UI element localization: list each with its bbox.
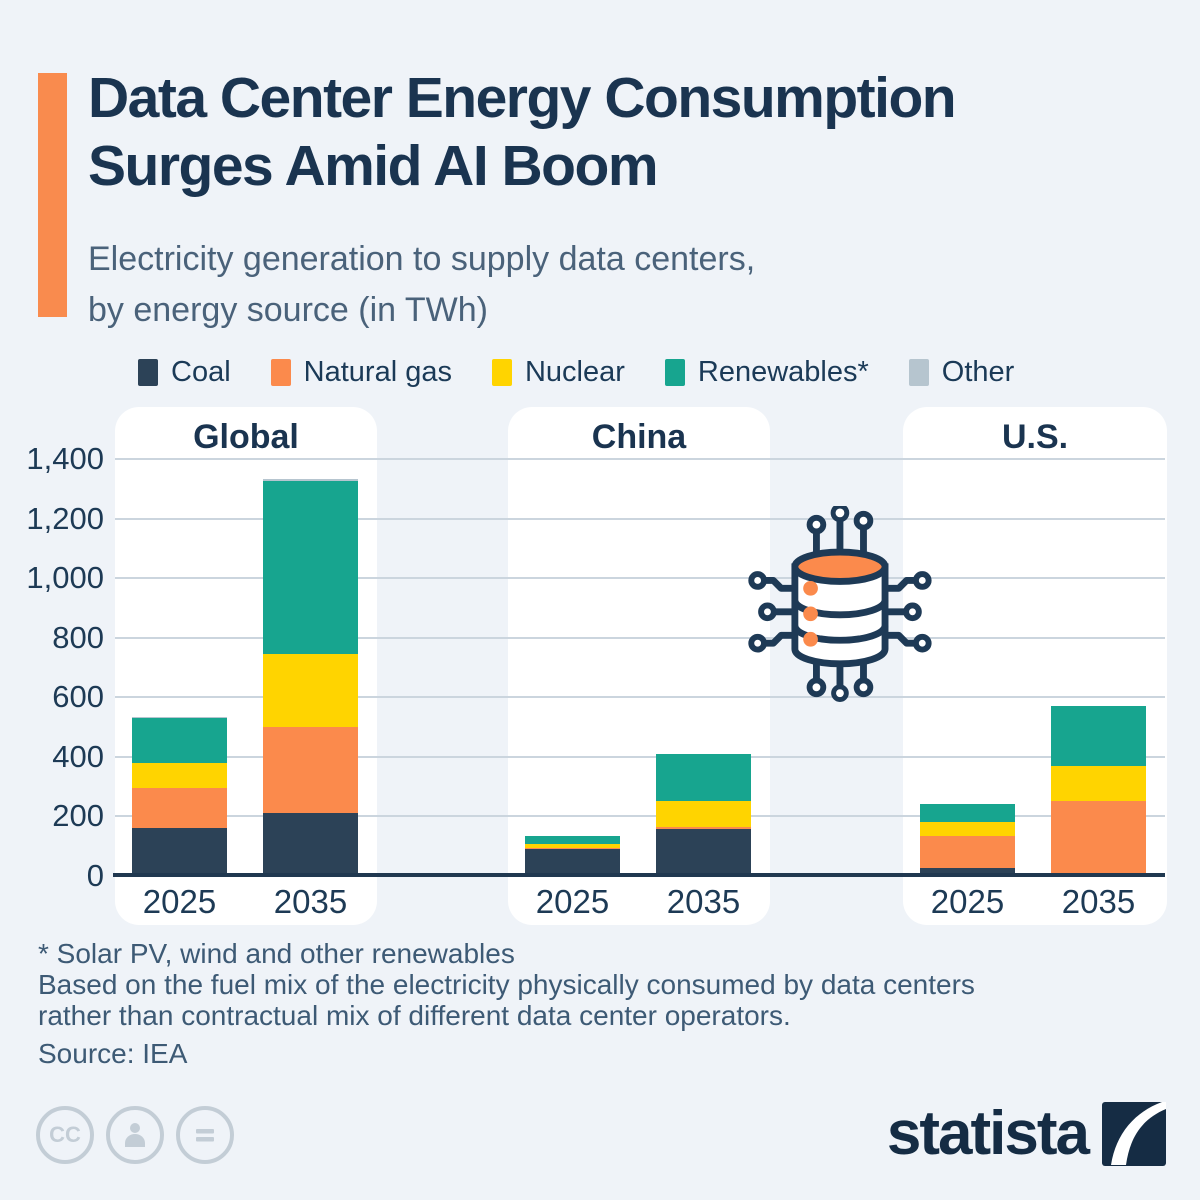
data-center-icon [748, 506, 932, 702]
bar-segment-coal [132, 828, 227, 876]
x-axis-line [113, 873, 1165, 877]
bar-segment-natural-gas [132, 788, 227, 828]
bar-segment-natural-gas [263, 727, 358, 813]
legend-item-renewables: Renewables* [664, 356, 869, 389]
bar-segment-renewables [656, 754, 751, 801]
legend-item-natural-gas: Natural gas [270, 356, 452, 389]
bar-segment-nuclear [525, 844, 620, 848]
bar-segment-other [132, 717, 227, 718]
person-icon [125, 1123, 145, 1147]
page-subtitle: Electricity generation to supply data ce… [88, 234, 1088, 336]
legend-label-renewables: Renewables* [697, 356, 869, 388]
legend-swatch-renewables [664, 359, 685, 386]
plot-gridline [115, 696, 1165, 698]
y-axis-tick-label: 0 [86, 858, 104, 893]
bar-segment-coal [656, 829, 751, 876]
legend-label-other: Other [941, 356, 1015, 388]
bar-segment-nuclear [1051, 766, 1146, 801]
bar-segment-natural-gas [656, 827, 751, 829]
statista-wordmark: statista [886, 1099, 1090, 1168]
footnote-line-1: * Solar PV, wind and other renewables [38, 938, 515, 969]
cc-license-icon: CC [36, 1106, 94, 1164]
plot-gridline [115, 815, 1165, 817]
bar-segment-renewables [525, 836, 620, 844]
bar-segment-nuclear [656, 801, 751, 827]
x-axis-tick-label: 2025 [535, 883, 610, 920]
legend-swatch-coal [138, 359, 158, 386]
subtitle-line-2: by energy source (in TWh) [88, 291, 488, 329]
bar-segment-nuclear [263, 654, 358, 727]
plot-gridline [115, 518, 1165, 520]
legend-item-coal: Coal [138, 356, 231, 389]
source-label: Source: IEA [38, 1038, 188, 1069]
plot-gridline [115, 577, 1165, 579]
x-axis-tick-label: 2025 [930, 883, 1005, 920]
y-axis-tick-label: 1,000 [26, 560, 104, 595]
title-accent-bar [38, 73, 67, 317]
footnote-line-3: rather than contractual mix of different… [38, 1000, 791, 1031]
title-line-2: Surges Amid AI Boom [88, 134, 659, 199]
plot-gridline [115, 756, 1165, 758]
creative-commons-icons: CC [36, 1106, 234, 1164]
plot-gridline [115, 458, 1165, 460]
y-axis-tick-label: 1,200 [26, 501, 104, 536]
bar-segment-coal [263, 813, 358, 876]
title-line-1: Data Center Energy Consumption [88, 66, 957, 130]
legend-label-natural-gas: Natural gas [303, 356, 452, 388]
bar-segment-nuclear [920, 822, 1015, 836]
bar-segment-renewables [263, 481, 358, 654]
panel-title: China [591, 418, 687, 456]
bar-segment-natural-gas [920, 836, 1015, 868]
bar-segment-renewables [920, 804, 1015, 822]
bar-segment-nuclear [132, 763, 227, 788]
bar-segment-other [263, 479, 358, 481]
statista-branding: statista [887, 1098, 1166, 1169]
footnote-line-2: Based on the fuel mix of the electricity… [38, 969, 975, 1000]
y-axis-tick-label: 1,400 [26, 441, 104, 476]
equals-icon [196, 1129, 214, 1142]
legend-label-nuclear: Nuclear [524, 356, 625, 388]
footnote-block: * Solar PV, wind and other renewables Ba… [38, 938, 975, 1031]
bar-segment-coal [525, 849, 620, 876]
y-axis-tick-label: 400 [52, 739, 104, 774]
legend-swatch-nuclear [491, 359, 512, 386]
bar-segment-coal [920, 868, 1015, 876]
legend-swatch-other [908, 359, 929, 386]
subtitle-line-1: Electricity generation to supply data ce… [88, 240, 756, 278]
legend-swatch-natural-gas [270, 359, 291, 386]
plot-gridline [115, 637, 1165, 639]
statista-logo-icon [1102, 1101, 1166, 1166]
x-axis-tick-label: 2025 [142, 883, 217, 920]
legend-item-other: Other [908, 356, 1015, 389]
legend-label-coal: Coal [171, 356, 231, 388]
cc-letters: CC [49, 1122, 81, 1147]
panel-title: Global [193, 418, 299, 456]
legend-item-nuclear: Nuclear [491, 356, 625, 389]
x-axis-tick-label: 2035 [1061, 883, 1136, 920]
chart-legend: Coal Natural gas Nuclear Renewables* Oth… [138, 356, 1014, 389]
y-axis-tick-label: 800 [52, 620, 104, 655]
y-axis-tick-label: 200 [52, 798, 104, 833]
bar-segment-renewables [132, 718, 227, 763]
panel-title: U.S. [1001, 418, 1069, 456]
x-axis-tick-label: 2035 [273, 883, 348, 920]
cc-equal-icon [176, 1106, 234, 1164]
bar-segment-natural-gas [1051, 801, 1146, 873]
x-axis-tick-label: 2035 [666, 883, 741, 920]
y-axis-tick-label: 600 [52, 679, 104, 714]
bar-segment-natural-gas [525, 848, 620, 849]
bar-segment-renewables [1051, 706, 1146, 766]
page-title: Data Center Energy Consumption Surges Am… [88, 64, 1188, 201]
cc-attribution-icon [106, 1106, 164, 1164]
